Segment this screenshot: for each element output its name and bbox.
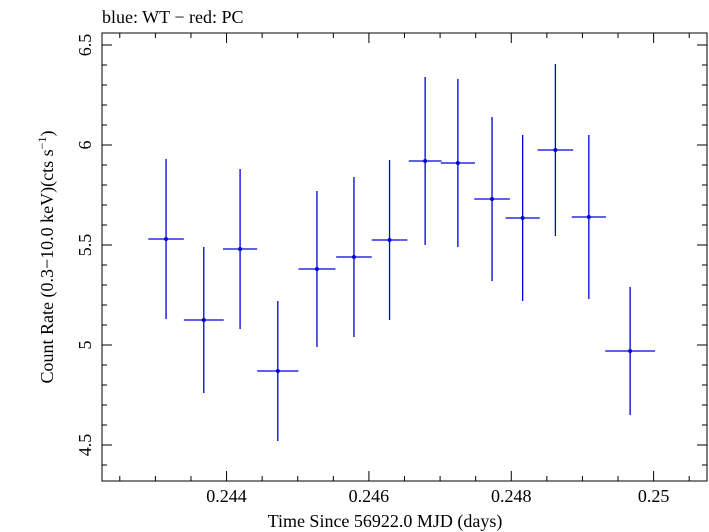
point-marker [628, 349, 633, 353]
point-marker [387, 238, 392, 242]
point-marker [490, 197, 495, 201]
y-axis-label-superscript: −1 [35, 137, 49, 150]
data-point [408, 77, 442, 245]
y-tick-label: 5 [75, 341, 95, 350]
data-point [474, 117, 510, 281]
data-point [571, 135, 606, 299]
x-tick-label: 0.246 [349, 486, 390, 506]
y-axis-label-main: Count Rate (0.3−10.0 keV)(cts s [37, 149, 58, 383]
y-axis-label: Count Rate (0.3−10.0 keV)(cts s−1) [35, 131, 58, 384]
x-tick-label: 0.244 [206, 486, 247, 506]
data-point [371, 160, 408, 320]
series-layer [148, 64, 656, 441]
data-point [183, 247, 224, 393]
data-point [605, 287, 656, 415]
point-marker [455, 161, 460, 165]
x-tick-label: 0.25 [638, 486, 670, 506]
data-point [440, 79, 475, 247]
point-marker [351, 255, 356, 259]
y-tick-label: 6 [75, 141, 95, 150]
x-axis-tick-labels: 0.244 0.246 0.248 0.25 [206, 486, 669, 506]
point-marker [586, 215, 591, 219]
chart-title: blue: WT − red: PC [102, 7, 243, 27]
data-point [537, 64, 574, 236]
data-point [257, 301, 299, 441]
x-tick-label: 0.248 [491, 486, 532, 506]
data-point [148, 159, 184, 319]
point-marker [164, 237, 169, 241]
y-axis-tick-labels: 4.5 5 5.5 6 6.5 [75, 34, 95, 457]
y-axis-ticks [102, 44, 707, 466]
data-point [505, 135, 540, 301]
y-tick-label: 4.5 [75, 434, 95, 457]
y-tick-label: 5.5 [75, 234, 95, 257]
point-marker [238, 247, 243, 251]
plot-frame [101, 32, 708, 482]
point-marker [201, 318, 206, 322]
data-point [336, 177, 372, 337]
point-marker [314, 267, 319, 271]
x-axis-ticks [119, 33, 690, 481]
point-marker [275, 369, 280, 373]
point-marker [423, 159, 428, 163]
point-marker [553, 148, 558, 152]
y-axis-label-end: ) [37, 131, 58, 137]
x-axis-label: Time Since 56922.0 MJD (days) [268, 511, 503, 532]
data-point [298, 191, 336, 347]
y-tick-label: 6.5 [75, 34, 95, 57]
point-marker [520, 216, 525, 220]
data-point [223, 169, 258, 329]
